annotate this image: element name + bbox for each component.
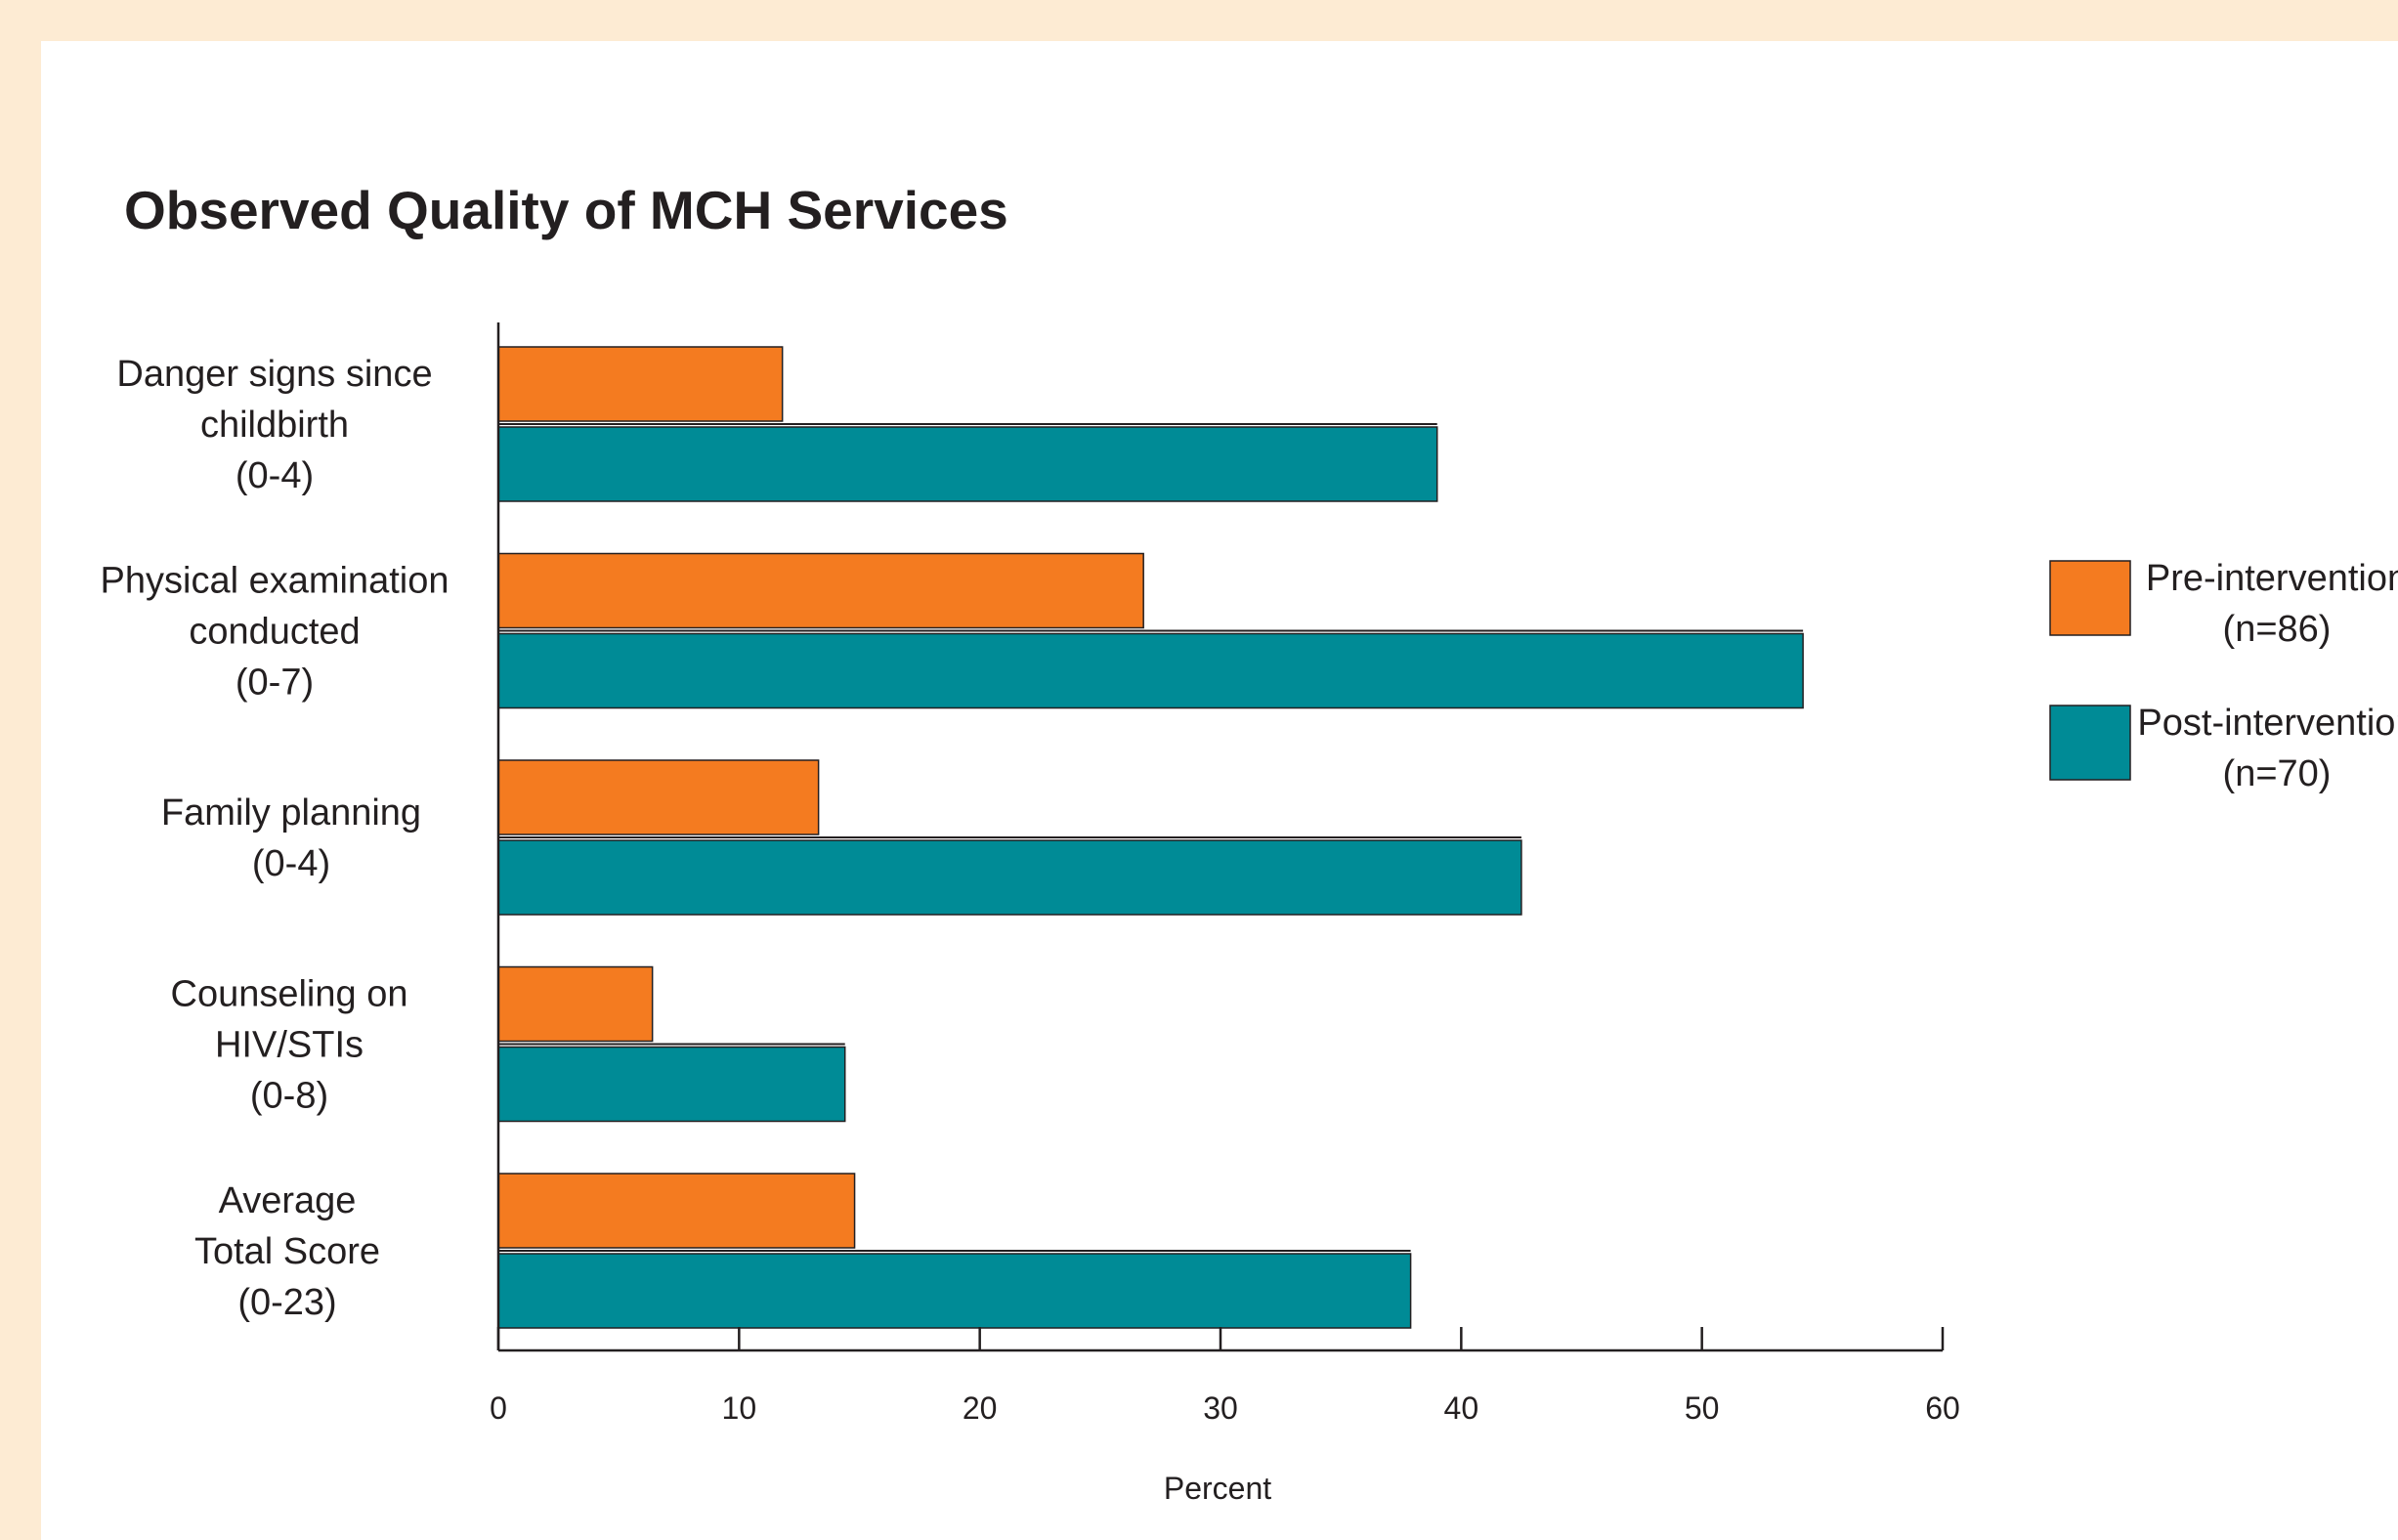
bar-pre-2 bbox=[497, 759, 820, 835]
bar-pre-4 bbox=[497, 1173, 856, 1249]
category-label-line: (0-7) bbox=[236, 663, 314, 704]
category-label-4: Average Total Score (0-23) bbox=[194, 1180, 380, 1323]
bar-post-4 bbox=[497, 1253, 1412, 1329]
x-tick-label: 0 bbox=[490, 1390, 507, 1426]
legend-label-pre: Pre-intervention bbox=[2146, 558, 2398, 599]
bars-group bbox=[497, 346, 1804, 1329]
category-labels-group: Danger signs since childbirth (0-4) Physica… bbox=[101, 354, 450, 1323]
category-label-line: Total Score bbox=[194, 1231, 380, 1272]
x-axis: 0 10 20 30 40 50 60 bbox=[490, 322, 1960, 1426]
bar-post-0 bbox=[497, 426, 1438, 502]
category-label-0: Danger signs since childbirth (0-4) bbox=[116, 354, 432, 496]
legend: Pre-intervention (n=86) Post-intervention (… bbox=[2049, 558, 2398, 794]
category-label-line: HIV/STIs bbox=[215, 1025, 364, 1066]
bar-post-3 bbox=[497, 1046, 846, 1123]
category-label-3: Counseling on HIV/STIs (0-8) bbox=[171, 974, 408, 1117]
legend-swatch-pre bbox=[2049, 560, 2131, 636]
legend-label-post: Post-intervention bbox=[2137, 703, 2398, 744]
chart-title: Observed Quality of MCH Services bbox=[124, 180, 1008, 240]
bar-post-2 bbox=[497, 839, 1522, 916]
x-tick-label: 10 bbox=[722, 1390, 757, 1426]
legend-sublabel-post: (n=70) bbox=[2223, 753, 2332, 794]
category-label-line: conducted bbox=[189, 612, 360, 653]
category-label-line: Family planning bbox=[161, 792, 421, 834]
x-tick-label: 60 bbox=[1925, 1390, 1960, 1426]
category-label-1: Physical examination conducted (0-7) bbox=[101, 561, 450, 704]
category-label-line: (0-8) bbox=[250, 1076, 328, 1117]
x-tick-label: 50 bbox=[1685, 1390, 1720, 1426]
legend-sublabel-pre: (n=86) bbox=[2223, 609, 2332, 650]
bar-pre-1 bbox=[497, 552, 1144, 629]
category-label-line: Counseling on bbox=[171, 974, 408, 1015]
category-label-line: (0-4) bbox=[236, 455, 314, 496]
legend-swatch-post bbox=[2049, 705, 2131, 781]
category-label-line: Danger signs since bbox=[116, 354, 432, 395]
x-axis-label: Percent bbox=[1164, 1471, 1271, 1506]
category-label-line: Average bbox=[219, 1180, 357, 1221]
x-tick-label: 20 bbox=[963, 1390, 998, 1426]
category-label-line: Physical examination bbox=[101, 561, 450, 602]
bar-post-1 bbox=[497, 632, 1804, 709]
x-tick-label: 40 bbox=[1444, 1390, 1479, 1426]
category-label-2: Family planning (0-4) bbox=[161, 792, 421, 884]
x-tick-label: 30 bbox=[1203, 1390, 1238, 1426]
bar-pre-0 bbox=[497, 346, 784, 422]
category-label-line: (0-4) bbox=[252, 843, 330, 884]
bar-pre-3 bbox=[497, 965, 654, 1043]
category-label-line: (0-23) bbox=[237, 1282, 336, 1323]
category-label-line: childbirth bbox=[200, 405, 349, 446]
